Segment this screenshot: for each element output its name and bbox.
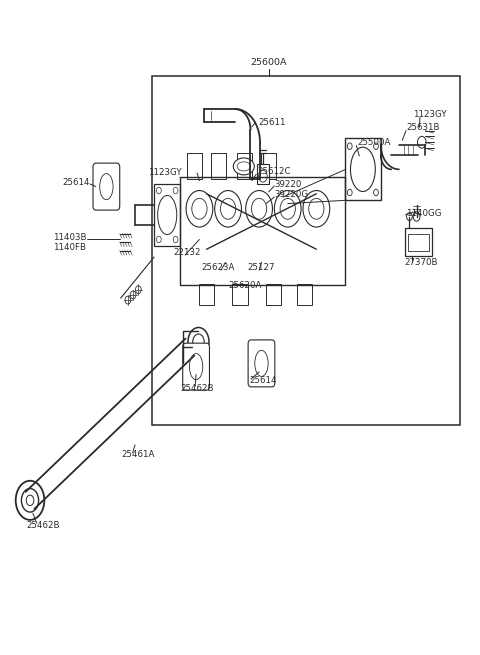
Bar	[261, 153, 276, 179]
Bar	[232, 284, 248, 305]
Circle shape	[252, 198, 267, 219]
Text: 25620A: 25620A	[228, 280, 262, 290]
Circle shape	[407, 213, 412, 221]
Circle shape	[220, 198, 236, 219]
Ellipse shape	[350, 147, 375, 191]
Circle shape	[215, 191, 241, 227]
Text: 25600A: 25600A	[251, 58, 287, 67]
Text: 25611: 25611	[258, 117, 286, 126]
Bar	[237, 153, 252, 179]
Circle shape	[192, 198, 207, 219]
Circle shape	[418, 136, 426, 148]
Text: 39220: 39220	[275, 179, 302, 189]
FancyBboxPatch shape	[93, 163, 120, 210]
Text: 25614: 25614	[250, 377, 277, 386]
Circle shape	[193, 334, 204, 350]
Circle shape	[16, 481, 44, 520]
FancyBboxPatch shape	[183, 343, 209, 390]
Circle shape	[130, 291, 136, 299]
Text: 39220G: 39220G	[275, 190, 309, 199]
Ellipse shape	[190, 354, 203, 380]
Ellipse shape	[157, 195, 177, 234]
Bar	[154, 184, 180, 246]
Text: 25623A: 25623A	[202, 263, 235, 272]
Text: 27370B: 27370B	[405, 258, 438, 267]
Ellipse shape	[237, 162, 251, 171]
Circle shape	[373, 189, 378, 196]
Bar	[199, 284, 214, 305]
Text: 25500A: 25500A	[357, 138, 390, 147]
Text: 25614: 25614	[62, 178, 90, 187]
Circle shape	[173, 236, 178, 243]
Circle shape	[303, 191, 330, 227]
Circle shape	[259, 170, 267, 182]
Text: 25462B: 25462B	[26, 521, 60, 531]
Bar	[187, 153, 202, 179]
Text: 25612C: 25612C	[257, 167, 291, 176]
FancyBboxPatch shape	[248, 340, 275, 387]
Bar	[345, 138, 381, 200]
Circle shape	[22, 489, 38, 512]
Bar	[211, 153, 226, 179]
Circle shape	[373, 143, 378, 149]
Text: 25462B: 25462B	[181, 384, 215, 392]
Circle shape	[156, 187, 161, 194]
Text: 1140FB: 1140FB	[53, 243, 86, 252]
Circle shape	[413, 212, 420, 221]
Bar	[405, 229, 432, 255]
Text: 25461A: 25461A	[121, 450, 155, 459]
Circle shape	[280, 198, 295, 219]
Bar	[152, 77, 459, 425]
Circle shape	[348, 143, 352, 149]
Text: 22132: 22132	[173, 248, 201, 257]
Ellipse shape	[100, 174, 113, 200]
Circle shape	[26, 495, 34, 506]
Circle shape	[348, 189, 352, 196]
Circle shape	[275, 191, 301, 227]
Circle shape	[156, 236, 161, 243]
Text: 1123GY: 1123GY	[413, 110, 447, 119]
Text: 11403B: 11403B	[53, 233, 86, 242]
Circle shape	[309, 198, 324, 219]
Bar	[257, 164, 269, 184]
Bar	[297, 284, 312, 305]
Circle shape	[246, 191, 273, 227]
Circle shape	[188, 328, 209, 356]
Ellipse shape	[255, 350, 268, 377]
Text: 1123GY: 1123GY	[148, 168, 182, 177]
Circle shape	[125, 296, 131, 304]
Bar	[408, 234, 429, 251]
Bar	[266, 284, 281, 305]
Circle shape	[173, 187, 178, 194]
Circle shape	[135, 286, 141, 293]
Ellipse shape	[233, 158, 254, 175]
Text: 1140GG: 1140GG	[406, 209, 442, 218]
Circle shape	[186, 191, 213, 227]
Text: 25127: 25127	[247, 263, 275, 272]
Text: 25631B: 25631B	[406, 123, 440, 132]
